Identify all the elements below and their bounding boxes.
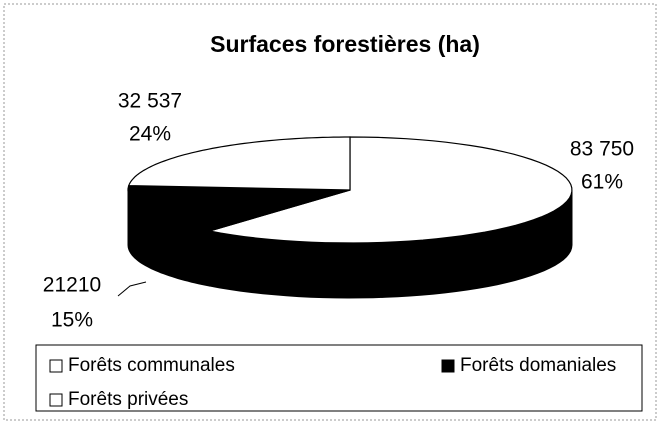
value-label: 83 750	[570, 138, 634, 161]
legend-box	[35, 344, 643, 412]
legend-swatch	[49, 393, 63, 407]
legend-label: Forêts privées	[68, 389, 188, 410]
slice	[209, 136, 573, 244]
percent-label: 24%	[129, 123, 171, 146]
chart-border	[3, 3, 657, 421]
slice	[127, 136, 351, 191]
percent-label: 15%	[51, 309, 93, 332]
legend-label: Forêts communales	[68, 355, 235, 376]
value-label: 21210	[43, 274, 101, 297]
percent-label: 61%	[581, 171, 623, 194]
legend-swatch	[441, 359, 455, 373]
leader-line	[117, 281, 147, 297]
value-label: 32 537	[118, 90, 182, 113]
pie-tops	[127, 136, 573, 244]
chart-title: Surfaces forestières (ha)	[210, 31, 480, 57]
slice	[127, 184, 351, 232]
legend-swatch	[49, 359, 63, 373]
legend-label: Forêts domaniales	[460, 355, 616, 376]
